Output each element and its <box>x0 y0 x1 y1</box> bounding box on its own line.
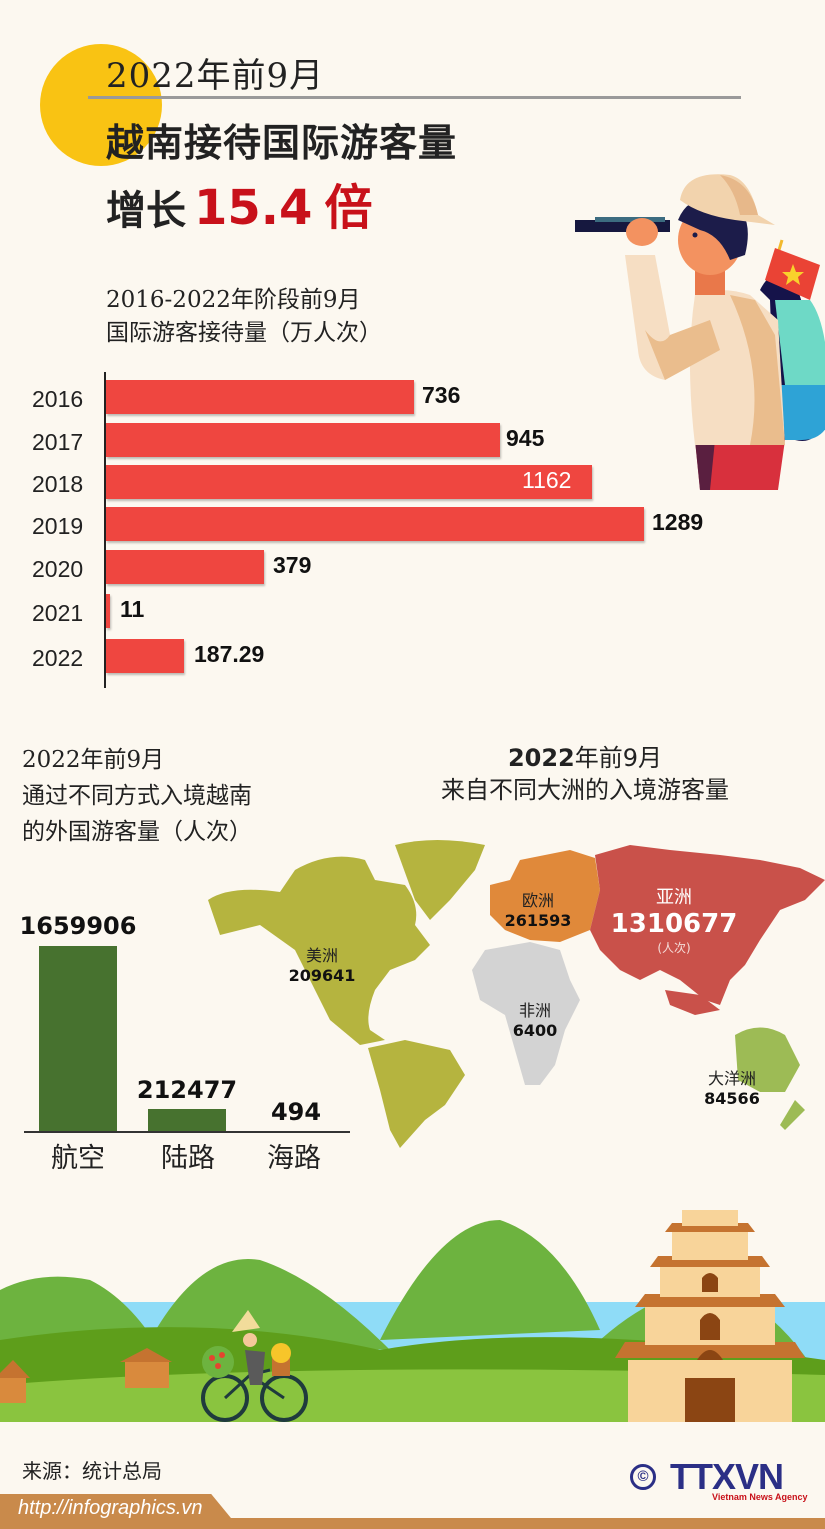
growth-headline: 增长 15.4 倍 <box>106 168 372 238</box>
page-title: 越南接待国际游客量 <box>106 121 458 165</box>
oceania-name: 大洋洲 <box>707 1069 756 1088</box>
chart3-title-line2: 来自不同大洲的入境游客量 <box>441 776 729 804</box>
bar-year: 2019 <box>32 513 84 539</box>
bar <box>106 465 592 499</box>
oceania-label: 大洋洲 84566 <box>692 1065 772 1108</box>
land-bar <box>148 1109 226 1132</box>
header-divider <box>88 96 741 99</box>
chart3-title: 2022年前9月 来自不同大洲的入境游客量 <box>400 742 770 806</box>
bar <box>106 423 500 457</box>
africa-value: 6400 <box>512 1021 558 1040</box>
url-tab <box>0 1494 240 1529</box>
growth-prefix: 增长 <box>106 188 186 234</box>
europe-label: 欧洲 261593 <box>500 887 576 930</box>
chart2-baseline <box>24 1131 350 1133</box>
traveler-illustration <box>575 174 825 490</box>
americas-label: 美洲 209641 <box>287 942 357 985</box>
bar <box>106 550 264 584</box>
chart1-title-line2: 国际游客接待量（万人次） <box>106 320 382 346</box>
website-link[interactable]: http://infographics.vn <box>18 1497 203 1519</box>
land-value: 212477 <box>136 1076 238 1104</box>
bar-year: 2016 <box>32 386 84 412</box>
sun-decoration <box>40 44 162 166</box>
growth-value: 15.4 <box>194 180 313 236</box>
bar-row-2016: 2016 736 <box>0 380 720 414</box>
oceania-value: 84566 <box>704 1089 760 1108</box>
bar <box>106 594 110 628</box>
europe-region <box>490 850 600 942</box>
bar-year: 2018 <box>32 471 84 497</box>
bar-year: 2021 <box>32 600 84 626</box>
air-label: 航空 <box>51 1143 105 1174</box>
asia-unit: (人次) <box>657 941 691 955</box>
footer-band <box>0 1518 825 1529</box>
americas-region <box>208 840 485 1148</box>
asia-label: 亚洲 1310677 (人次) <box>606 883 742 956</box>
world-map <box>208 840 825 1148</box>
air-bar <box>39 946 117 1132</box>
americas-name: 美洲 <box>305 946 338 965</box>
sea-value: 494 <box>270 1098 322 1126</box>
bar-value: 187.29 <box>194 641 265 667</box>
bar-row-2020: 2020 379 <box>0 550 720 584</box>
bar <box>106 507 644 541</box>
agency-name: Vietnam News Agency <box>712 1492 808 1502</box>
bar-row-2019: 2019 1289 <box>0 507 720 541</box>
source-note: 来源：统计总局 <box>22 1459 162 1483</box>
chart2-title: 2022年前9月 通过不同方式入境越南 的外国游客量（人次） <box>22 742 252 850</box>
chart2-title-line3: 的外国游客量（人次） <box>22 819 252 845</box>
air-value: 1659906 <box>19 912 137 940</box>
bar-value: 945 <box>506 425 545 451</box>
copyright-icon: © <box>630 1464 656 1490</box>
bar <box>106 380 414 414</box>
chart3-title-year: 2022 <box>507 744 575 772</box>
pagoda <box>615 1210 805 1422</box>
bar-year: 2020 <box>32 556 84 582</box>
chart1-title-line1: 2016-2022年阶段前9月 <box>106 287 361 313</box>
asia-region <box>590 845 825 1005</box>
chart3-title-rest: 年前9月 <box>574 744 663 772</box>
bar-row-2018: 2018 1162 <box>0 465 720 499</box>
land-label: 陆路 <box>161 1143 215 1174</box>
asia-value: 1310677 <box>610 909 738 939</box>
sea-label: 海路 <box>267 1143 321 1174</box>
bar-value: 379 <box>273 552 312 578</box>
bar <box>106 639 184 673</box>
chart2-title-line1: 2022年前9月 <box>22 747 165 773</box>
bar-value: 736 <box>422 382 461 408</box>
brand-name: TTXVN <box>670 1456 784 1497</box>
americas-value: 209641 <box>288 966 356 985</box>
bar-year: 2017 <box>32 429 84 455</box>
chart1-axis <box>104 372 106 688</box>
landscape-illustration <box>0 1210 825 1422</box>
europe-value: 261593 <box>504 911 572 930</box>
bar-row-2022: 2022 187.29 <box>0 639 720 673</box>
bar-row-2021: 2021 11 <box>0 594 720 628</box>
africa-label: 非洲 6400 <box>505 997 565 1040</box>
header-subtitle: 2022年前9月 <box>106 56 325 96</box>
chart2-title-line2: 通过不同方式入境越南 <box>22 783 252 809</box>
africa-region <box>472 942 580 1085</box>
bar-row-2017: 2017 945 <box>0 423 720 457</box>
bar-value: 1289 <box>652 509 704 535</box>
africa-name: 非洲 <box>518 1001 551 1020</box>
bar-value: 1162 <box>522 467 572 493</box>
oceania-region <box>735 1027 800 1092</box>
chart1-title: 2016-2022年阶段前9月 国际游客接待量（万人次） <box>106 284 382 350</box>
growth-suffix: 倍 <box>324 180 373 236</box>
bar-value: 11 <box>120 596 145 622</box>
asia-name: 亚洲 <box>656 887 692 908</box>
bar-year: 2022 <box>32 645 84 671</box>
europe-name: 欧洲 <box>521 891 554 910</box>
